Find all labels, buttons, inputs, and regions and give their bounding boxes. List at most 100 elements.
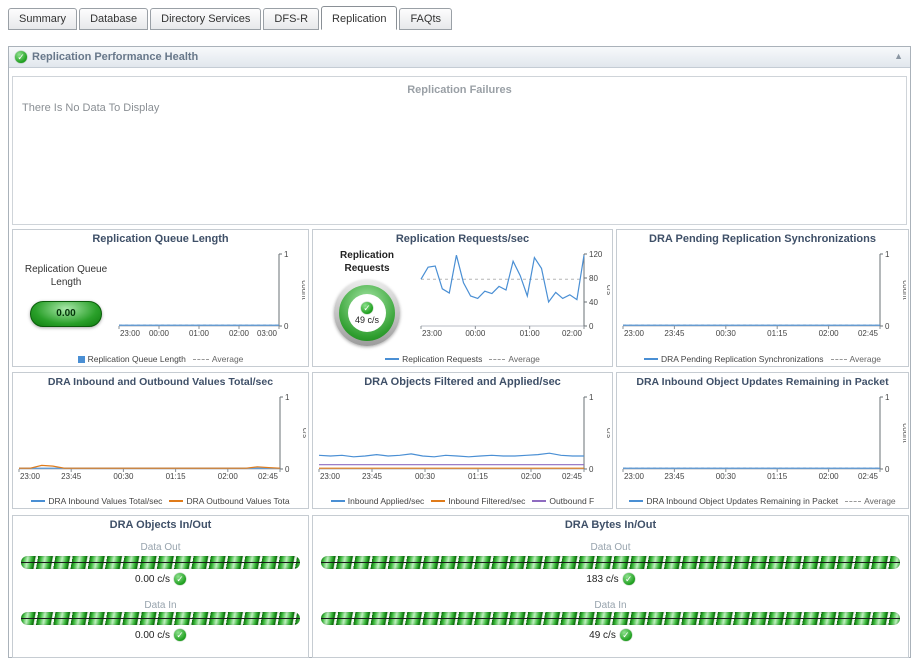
tab-dfs-r[interactable]: DFS-R <box>263 8 320 30</box>
chart-title: DRA Objects Filtered and Applied/sec <box>364 376 561 388</box>
legend-label: Outbound F <box>549 496 595 506</box>
no-data-message: There Is No Data To Display <box>22 102 160 114</box>
check-icon <box>174 573 187 585</box>
y-tick-label: 1 <box>885 250 890 259</box>
legend-marker-dash <box>830 358 847 360</box>
x-tick-label: 02:45 <box>858 472 879 481</box>
queue-gauge-column: Replication Queue Length 0.00 <box>15 264 117 327</box>
x-tick-label: 23:45 <box>61 472 82 481</box>
legend-label: DRA Inbound Object Updates Remaining in … <box>646 496 839 506</box>
legend-marker-line <box>629 500 644 502</box>
queue-length-panel: Replication Queue Length Replication Que… <box>12 229 309 367</box>
legend-label: Replication Queue Length <box>87 354 186 364</box>
tab-bar: Summary Database Directory Services DFS-R Re… <box>8 6 454 30</box>
y-unit-label: c/s <box>605 428 610 438</box>
failures-title: Replication Failures <box>407 84 512 96</box>
chart-title: DRA Pending Replication Synchronizations <box>649 233 876 245</box>
legend-marker-dash <box>192 358 209 360</box>
y-tick-label: 0 <box>285 465 290 474</box>
data-out-flow-bar <box>21 556 300 569</box>
x-tick-label: 00:00 <box>465 329 486 338</box>
panel-header: Replication Performance Health <box>9 47 910 68</box>
flow-value-text: 0.00 c/s <box>134 629 171 641</box>
data-in-flow-bar <box>321 612 900 625</box>
legend-item: Inbound Applied/sec <box>330 496 424 506</box>
legend-label: Average <box>211 354 244 364</box>
legend-marker-line <box>431 500 446 502</box>
legend-marker-line <box>169 500 184 502</box>
x-tick-label: 01:15 <box>767 329 788 338</box>
x-tick-label: 02:00 <box>521 472 542 481</box>
x-tick-label: 23:45 <box>664 329 685 338</box>
chart-legend: Inbound Applied/sec Inbound Filtered/sec O… <box>315 496 610 506</box>
legend-marker-dash <box>489 358 506 360</box>
x-tick-label: 01:15 <box>767 472 788 481</box>
replication-failures-panel: Replication Failures There Is No Data To… <box>12 76 907 225</box>
data-out-value: 0.00 c/s <box>13 573 308 585</box>
legend-item: DRA Inbound Values Total/sec <box>31 496 162 506</box>
chart-title: DRA Inbound Object Updates Remaining in … <box>636 376 889 388</box>
chart-title: Replication Queue Length <box>92 233 229 245</box>
requests-panel: Replication Requests/sec Replication Req… <box>312 229 613 367</box>
y-tick-label: 1 <box>589 393 594 402</box>
data-in-value: 49 c/s <box>313 629 908 641</box>
x-tick-label: 02:45 <box>258 472 279 481</box>
x-tick-label: 00:30 <box>716 329 737 338</box>
tab-summary[interactable]: Summary <box>8 8 78 30</box>
filtered-applied-panel: DRA Objects Filtered and Applied/sec 0 1 c… <box>312 372 613 509</box>
x-tick-label: 03:00 <box>257 329 278 338</box>
filtered-applied-chart: 0 1 c/s 23:00 23:45 00:30 01:15 02:00 02:45 <box>318 393 610 481</box>
queue-length-chart: 0 1 count 23:00 00:00 01:00 02:00 03:00 <box>118 250 305 338</box>
legend-item: Replication Requests <box>385 354 482 364</box>
legend-label: DRA Inbound Values Total/sec <box>48 496 163 506</box>
x-tick-label: 00:00 <box>149 329 170 338</box>
check-icon <box>622 573 635 585</box>
check-icon <box>619 629 632 641</box>
updates-remaining-panel: DRA Inbound Object Updates Remaining in … <box>616 372 909 509</box>
gauge-value: 0.00 <box>56 308 76 319</box>
legend-item: Outbound F <box>532 496 594 506</box>
legend-marker-line <box>330 500 345 502</box>
tab-directory-services[interactable]: Directory Services <box>150 8 262 30</box>
x-tick-label: 23:00 <box>624 472 645 481</box>
flow-value-text: 49 c/s <box>589 629 616 641</box>
x-tick-label: 02:00 <box>218 472 239 481</box>
flow-value-text: 0.00 c/s <box>134 573 171 585</box>
flow-value-text: 183 c/s <box>586 573 619 585</box>
y-unit-label: count <box>300 280 305 300</box>
y-tick-label: 1 <box>285 393 290 402</box>
check-icon <box>174 629 187 641</box>
queue-length-gauge: 0.00 <box>30 301 102 327</box>
legend-item: Average <box>830 354 882 364</box>
replication-health-panel: Replication Performance Health Replicati… <box>8 46 911 658</box>
x-tick-label: 23:00 <box>120 329 141 338</box>
tab-database[interactable]: Database <box>79 8 149 30</box>
y-tick-label: 80 <box>589 274 598 283</box>
legend-marker-line <box>643 358 658 360</box>
x-tick-label: 00:30 <box>113 472 134 481</box>
data-out-value: 183 c/s <box>313 573 908 585</box>
data-out-flow-bar <box>321 556 900 569</box>
legend-label: DRA Pending Replication Synchronizations <box>660 354 824 364</box>
y-unit-label: count <box>901 423 906 443</box>
legend-label: Average <box>849 354 882 364</box>
x-tick-label: 01:00 <box>189 329 210 338</box>
requests-gauge: 49 c/s <box>334 280 400 346</box>
tab-replication[interactable]: Replication <box>321 6 398 30</box>
x-tick-label: 01:15 <box>468 472 489 481</box>
flow-title: DRA Objects In/Out <box>109 519 212 531</box>
legend-marker-line <box>31 500 46 502</box>
legend-label: Average <box>864 496 896 506</box>
chart-legend: Replication Requests Average <box>315 354 610 364</box>
x-tick-label: 23:00 <box>20 472 41 481</box>
y-tick-label: 0 <box>284 322 289 331</box>
x-tick-label: 23:00 <box>320 472 341 481</box>
data-in-label: Data In <box>594 600 627 611</box>
y-tick-label: 1 <box>284 250 289 259</box>
chart-legend: DRA Inbound Values Total/sec DRA Outbound… <box>15 496 306 506</box>
collapse-icon[interactable] <box>894 51 903 61</box>
legend-item: Average <box>192 354 244 364</box>
legend-label: Inbound Filtered/sec <box>448 496 526 506</box>
tab-faqts[interactable]: FAQts <box>399 8 452 30</box>
data-in-value: 0.00 c/s <box>13 629 308 641</box>
